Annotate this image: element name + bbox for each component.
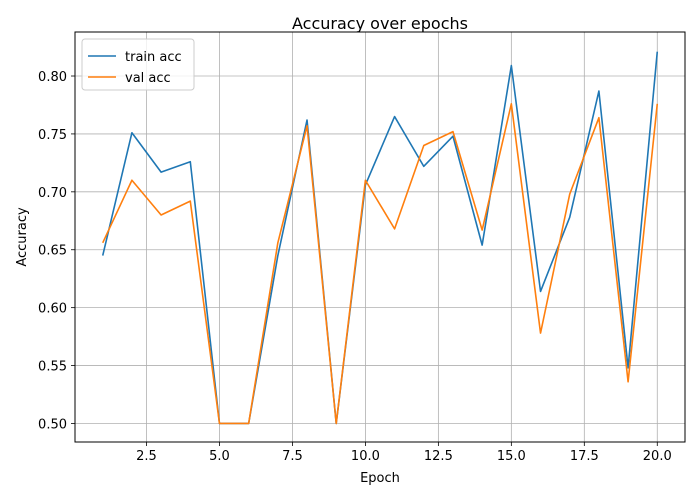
grid — [75, 32, 685, 442]
y-tick-label: 0.65 — [38, 244, 67, 259]
x-axis-label: Epoch — [360, 471, 400, 486]
y-tick-label: 0.60 — [38, 302, 67, 317]
series-line-train-acc — [101, 51, 659, 425]
y-axis-label: Accuracy — [15, 207, 30, 267]
series-lines — [101, 51, 659, 425]
x-tick-label: 5.0 — [209, 449, 230, 464]
legend: train acc val acc — [81, 38, 195, 91]
legend-label-train-acc: train acc — [125, 50, 182, 65]
y-tick-label: 0.80 — [38, 70, 67, 85]
chart-title: Accuracy over epochs — [292, 14, 468, 33]
x-axis-ticks: 2.5 5.0 7.5 10.0 12.5 15.0 17.5 20.0 — [136, 442, 672, 464]
x-tick-label: 17.5 — [570, 449, 599, 464]
plot-frame — [74, 31, 686, 443]
legend-label-val-acc: val acc — [125, 71, 171, 86]
x-tick-label: 2.5 — [136, 449, 157, 464]
x-tick-label: 20.0 — [643, 449, 672, 464]
x-tick-label: 7.5 — [282, 449, 303, 464]
y-axis-ticks: 0.50 0.55 0.60 0.65 0.70 0.75 0.80 — [38, 70, 75, 432]
y-tick-label: 0.50 — [38, 417, 67, 432]
x-tick-label: 12.5 — [424, 449, 453, 464]
y-tick-label: 0.75 — [38, 128, 67, 143]
y-tick-label: 0.55 — [38, 360, 67, 375]
x-tick-label: 10.0 — [351, 449, 380, 464]
y-tick-label: 0.70 — [38, 186, 67, 201]
series-line-val-acc — [102, 103, 659, 425]
x-tick-label: 15.0 — [497, 449, 526, 464]
